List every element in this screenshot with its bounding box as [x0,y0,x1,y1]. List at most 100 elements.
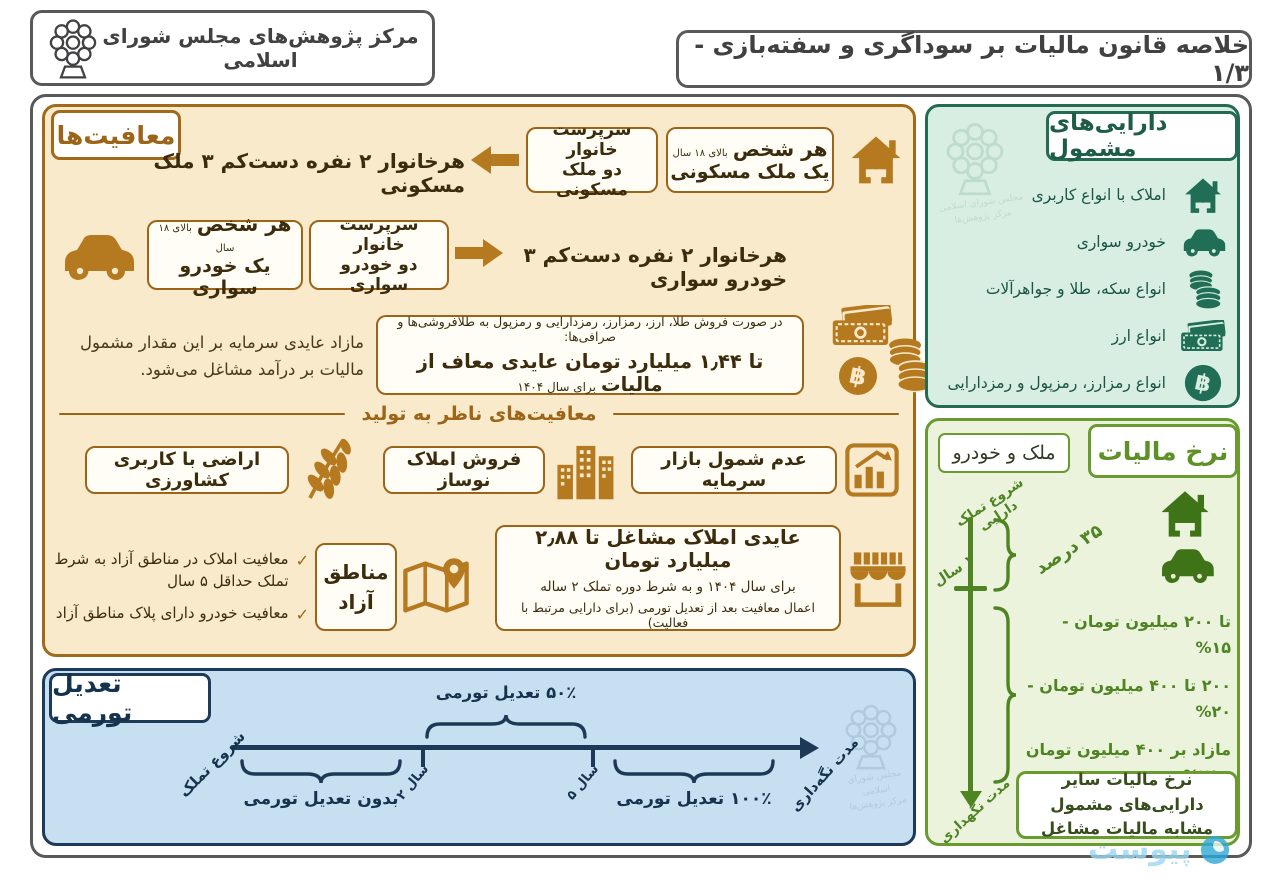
free-zone-checks: ✓ معافیت املاک در مناطق آزاد به شرط تملک… [53,549,309,636]
tax-scope-box: ملک و خودرو [938,433,1070,473]
check-text: معافیت املاک در مناطق آزاد به شرط تملک ح… [54,550,289,590]
check-text: معافیت خودرو دارای پلاک مناطق آزاد [55,603,289,622]
house-icon [1176,175,1230,215]
asset-label: خودرو سواری [1076,232,1166,251]
asset-label: املاک با انواع کاربری [1031,185,1166,204]
gold-exemption: تا ۱٫۴۴ میلیارد تومان عایدی معاف از مالی… [416,350,764,396]
asset-item: املاک با انواع کاربری [942,171,1230,218]
business-exemption-box: عایدی املاک مشاغل تا ۲٫۸۸ میلیارد تومان … [495,525,841,631]
housing-head-value: دو ملک مسکونی [556,160,628,200]
check-icon: ✓ [295,604,309,624]
watermark-line2: مرکز پژوهش‌ها [849,794,908,813]
svg-text:฿: ฿ [847,361,869,392]
bitcoin-icon: ฿ [837,355,879,397]
chart-icon [845,442,899,498]
peyvast-logo-icon [1200,835,1230,865]
coins-icon [1176,267,1230,311]
asset-label: انواع رمزارز، رمزپول و رمزدارایی [947,373,1167,392]
gold-exemption-note: برای سال ۱۴۰۴ [517,380,596,394]
cars-person-note: بالای ۱۸ سال [158,222,235,254]
segment-50-label: ۵۰٪ تعدیل تورمی [435,683,577,702]
cars-head-box: سرپرست خانوار دو خودرو سواری [309,215,449,295]
parliament-logo [45,16,101,80]
assets-list: املاک با انواع کاربری خودرو سواری انواع … [942,171,1230,406]
asset-item: خودرو سواری [942,218,1230,265]
cars-head-title: سرپرست خانوار [339,215,419,255]
tax-title-badge: نرخ مالیات [1088,424,1238,478]
business-line3: اعمال معافیت بعد از تعدیل تورمی (برای دا… [520,600,815,630]
brace-first-year [992,517,1020,593]
gold-exemption-box: در صورت فروش طلا، ارز، رمزارز، رمزدارایی… [376,314,804,396]
car-icon [1156,545,1216,585]
timeline-line [230,745,802,750]
inflation-adjustment-panel: تعدیل تورمی مجلس شورای اسلامی مرکز پژوهش… [42,668,916,846]
production-divider: معافیت‌های ناظر به تولید [59,403,899,425]
tick-5y-label: ۵ سال [563,761,603,804]
production-divider-label: معافیت‌های ناظر به تولید [361,403,597,425]
housing-person-value: یک ملک مسکونی [670,161,830,183]
asset-label: انواع سکه، طلا و جواهرآلات [985,279,1166,298]
cars-person-value: یک خودرو سواری [179,254,271,299]
asset-item: ฿ انواع رمزارز، رمزپول و رمزدارایی [942,359,1230,406]
cars-person-title: هر شخص [196,211,292,236]
production-label: عدم شمول بازار سرمایه [661,449,807,491]
check-item: ✓ معافیت خودرو دارای پلاک مناطق آزاد [53,603,309,626]
exemptions-panel: معافیت‌ها هر شخص بالای ۱۸ سال یک ملک مسک… [42,104,934,657]
business-line2: برای سال ۱۴۰۴ و به شرط دوره تملک ۲ ساله [540,579,796,595]
bitcoin-icon: ฿ [1176,363,1230,403]
divider-line [59,412,346,416]
brace-none [240,759,402,785]
other-assets-box: نرخ مالیات سایر دارایی‌های مشمول مشابه م… [1016,769,1238,839]
tick-2y [421,750,425,767]
timeline-end-label: مدت نگه‌داری [787,734,863,816]
wheat-icon [297,437,353,503]
cars-head-value: دو خودرو سواری [340,255,418,295]
banknote-icon [831,305,893,345]
segment-none-label: بدون تعدیل تورمی [243,789,399,809]
brace-brackets [992,605,1020,785]
header-org-box: مرکز پژوهش‌های مجلس شورای اسلامی [30,10,435,86]
production-item-agriculture: اراضی با کاربری کشاورزی [85,446,289,494]
gold-excess-note: مازاد عایدی سرمایه بر این مقدار مشمول ما… [80,333,364,380]
car-icon [1176,226,1230,258]
check-item: ✓ معافیت املاک در مناطق آزاد به شرط تملک… [53,549,309,593]
gold-condition: در صورت فروش طلا، ارز، رمزارز، رمزدارایی… [397,314,783,344]
production-label: اراضی با کاربری کشاورزی [113,449,261,491]
house-icon [1156,487,1214,539]
arrow-left-icon [471,145,519,175]
org-name: مرکز پژوهش‌های مجلس شورای اسلامی [102,24,419,72]
free-zones-label: مناطق آزاد [323,560,389,614]
free-zones-box: مناطق آزاد [315,543,397,631]
peyvast-watermark: پیوست [1088,832,1230,867]
segment-100-label: ۱۰۰٪ تعدیل تورمی [616,789,772,809]
cars-person-box: هر شخص بالای ۱۸ سال یک خودرو سواری [147,212,303,299]
tax-title: نرخ مالیات [1097,436,1229,466]
business-title: عایدی املاک مشاغل تا ۲٫۸۸ میلیارد تومان [535,526,801,572]
housing-person-title: هر شخص [732,137,828,161]
first-year-rate: ۳۵ درصد [1031,520,1107,579]
tax-axis-arrowhead [959,791,982,808]
housing-head-title: سرپرست خانوار [552,120,632,160]
assets-title: دارایی‌های مشمول [1049,110,1168,162]
covered-assets-panel: دارایی‌های مشمول مجلس شورای اسلامی مرکز … [925,104,1240,408]
other-assets-text: نرخ مالیات سایر دارایی‌های مشمول مشابه م… [1040,769,1214,839]
one-year-tick [954,586,987,591]
map-pin-icon [400,555,472,619]
exemptions-title-badge: معافیت‌ها [51,110,181,160]
brace-100 [613,759,775,785]
timeline-arrowhead [800,736,819,759]
assets-title-badge: دارایی‌های مشمول [1046,110,1238,162]
housing-head-box: سرپرست خانوار دو ملک مسکونی [526,120,658,200]
brace-50 [425,713,587,739]
tax-rate-panel: نرخ مالیات ملک و خودرو شروع تملک دارایی … [925,418,1240,847]
page-title-box: خلاصه قانون مالیات بر سوداگری و سفته‌باز… [676,30,1252,88]
housing-person-note: بالای ۱۸ سال [672,148,728,159]
main-frame [30,94,1252,858]
tax-bracket-2: ۲۰۰ تا ۴۰۰ میلیون تومان - ۲۰% [1027,676,1231,721]
banknote-icon [1176,319,1230,352]
exemptions-title: معافیت‌ها [56,120,176,150]
arrow-right-icon [455,238,503,268]
divider-line [612,412,899,416]
buildings-icon [555,439,615,501]
production-item-new-buildings: فروش املاک نوساز [383,446,545,494]
